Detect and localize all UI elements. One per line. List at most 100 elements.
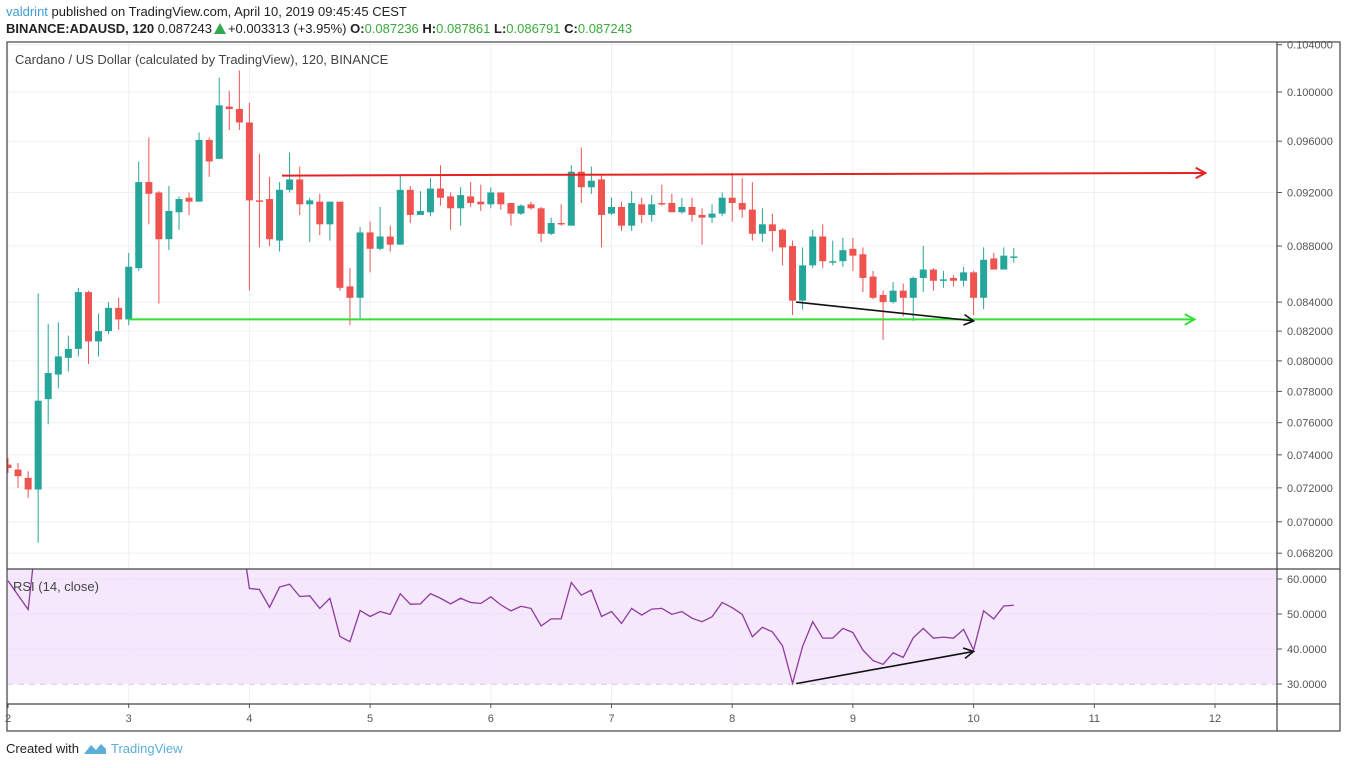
candle-body [618,206,626,226]
candle [1000,247,1008,270]
price-annotations[interactable] [128,166,1208,326]
candle-body [919,269,927,278]
candle [54,322,62,389]
high-value: 0.087861 [436,21,491,36]
candles [7,70,1018,543]
candle [406,185,414,223]
rsi-divergence-arrow[interactable] [796,647,976,685]
last-price: 0.087243 [157,21,212,36]
candle-body [547,222,555,234]
candle-body [155,192,163,240]
candle-body [899,290,907,298]
candle [597,175,605,248]
open-value: 0.087236 [364,21,419,36]
open-label: O: [350,21,365,36]
arrowhead-icon [1195,166,1208,180]
candle [245,102,253,291]
candle-body [658,202,666,205]
candle [215,77,223,159]
time-tick-label: 5 [367,713,373,725]
candle [929,268,937,291]
candle-body [467,196,475,203]
candle [426,178,434,217]
candle [889,282,897,304]
time-tick-label: 6 [488,713,494,725]
candle [939,270,947,288]
rsi-divergence-arrow-line[interactable] [796,650,974,685]
rsi-series [7,569,1014,686]
time-tick-label: 3 [126,713,132,725]
low-label: L: [494,21,507,36]
divergence-arrow[interactable] [796,301,976,326]
candle-body [326,201,334,225]
candle-body [115,307,123,320]
candle-body [698,214,706,218]
outer-border [6,41,1341,732]
rsi-tick-label: 60.0000 [1287,574,1327,586]
rsi-tick-label: 40.0000 [1287,644,1327,656]
rsi-pane-title: RSI (14, close) [13,579,99,594]
candle-body [688,206,696,215]
candle-body [276,189,284,241]
candle [547,217,555,236]
candle [819,224,827,269]
candle-body [809,236,817,266]
support-arrow[interactable] [128,313,1197,326]
candle-body [869,276,877,298]
symbol-label: BINANCE:ADAUSD, 120 [6,21,155,36]
candle [376,206,384,251]
price-tick-label: 0.084000 [1287,297,1333,309]
candle-body [949,277,957,281]
price-tick-label: 0.072000 [1287,483,1333,495]
candle-body [557,222,565,225]
resistance-arrow[interactable] [281,166,1208,180]
candle [779,228,787,266]
candle-body [577,171,585,188]
candle [296,166,304,215]
candle [24,471,32,498]
candle-body [648,204,656,215]
candle [507,202,515,226]
close-label: C: [564,21,578,36]
candle [809,229,817,269]
candle-body [396,189,404,245]
time-tick-label: 11 [1089,713,1100,725]
candle-body [436,188,444,198]
candle-body [728,197,736,203]
time-tick-label: 9 [850,713,856,725]
candle [457,187,465,226]
candle-body [74,292,82,349]
up-triangle-icon [213,23,226,34]
price-tick-label: 0.100000 [1287,87,1333,99]
symbol-info: BINANCE:ADAUSD, 120 0.087243 +0.003313 (+… [6,21,632,36]
candle-body [829,261,837,263]
candle-body [175,199,183,213]
candle [648,195,656,222]
divergence-arrow-line[interactable] [796,301,974,322]
candle-body [527,204,535,209]
resistance-arrow-line[interactable] [281,171,1206,177]
tradingview-logo-icon [83,743,106,754]
candle-body [376,236,384,249]
candle [165,185,173,251]
candle [869,270,877,300]
candle [688,197,696,222]
candle [225,90,233,130]
candle [205,137,213,177]
candle-body [64,348,72,358]
candle-body [789,246,797,301]
price-tick-label: 0.070000 [1287,517,1333,529]
candle [255,153,263,248]
price-tick-label: 0.068200 [1287,548,1333,560]
price-tick-label: 0.076000 [1287,418,1333,430]
candle-body [990,258,998,270]
candle-body [597,179,605,215]
candle [276,182,284,252]
candle [336,201,344,291]
author-link[interactable]: valdrint [6,4,48,19]
tradingview-link[interactable]: TradingView [110,741,183,756]
candle [899,283,907,317]
candle [386,225,394,252]
candle-body [306,200,314,205]
